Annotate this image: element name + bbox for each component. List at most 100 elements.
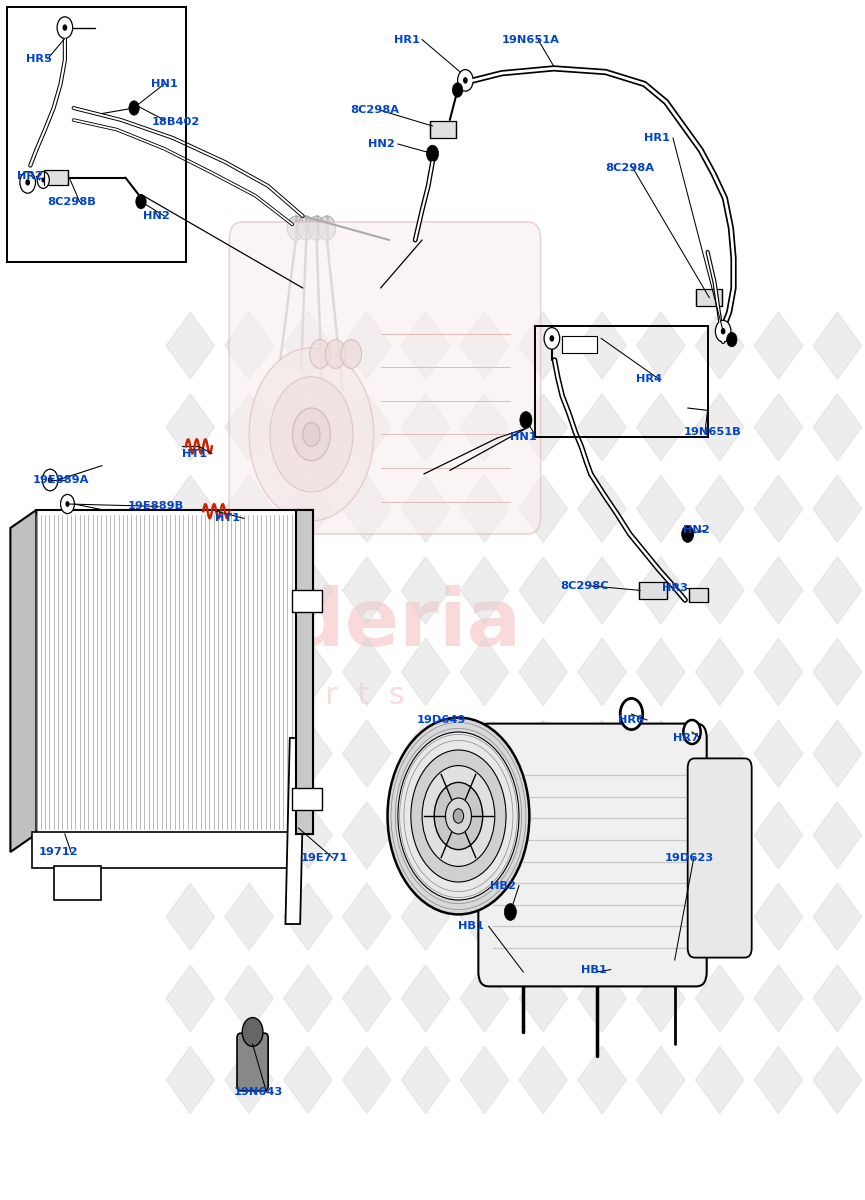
Polygon shape: [284, 965, 332, 1032]
Polygon shape: [519, 883, 567, 950]
Text: 18B402: 18B402: [151, 118, 200, 127]
Polygon shape: [637, 720, 685, 787]
Polygon shape: [695, 638, 744, 706]
Polygon shape: [578, 557, 626, 624]
Text: HR3: HR3: [662, 583, 688, 593]
Polygon shape: [166, 638, 215, 706]
Polygon shape: [519, 394, 567, 461]
Polygon shape: [401, 720, 450, 787]
Circle shape: [544, 328, 560, 349]
Text: 19N643: 19N643: [234, 1087, 283, 1097]
Circle shape: [411, 750, 506, 882]
Polygon shape: [519, 475, 567, 542]
Polygon shape: [754, 312, 803, 379]
Circle shape: [426, 145, 439, 162]
Polygon shape: [695, 312, 744, 379]
Text: 19D649: 19D649: [417, 715, 466, 725]
FancyBboxPatch shape: [237, 1033, 268, 1091]
Polygon shape: [343, 557, 391, 624]
Text: HT1: HT1: [182, 449, 207, 458]
Circle shape: [298, 216, 315, 240]
Polygon shape: [695, 475, 744, 542]
Text: 8C298B: 8C298B: [48, 197, 97, 206]
Text: 19E889A: 19E889A: [33, 475, 89, 485]
Bar: [44, 170, 68, 185]
Text: 19D623: 19D623: [664, 853, 714, 863]
Polygon shape: [284, 1046, 332, 1114]
Text: 19E889B: 19E889B: [128, 502, 184, 511]
Circle shape: [25, 179, 30, 186]
Circle shape: [37, 172, 49, 188]
Polygon shape: [519, 312, 567, 379]
Polygon shape: [225, 638, 273, 706]
Polygon shape: [460, 557, 509, 624]
Polygon shape: [401, 312, 450, 379]
Polygon shape: [813, 1046, 862, 1114]
Polygon shape: [578, 883, 626, 950]
Polygon shape: [578, 475, 626, 542]
Text: HR1: HR1: [644, 133, 670, 143]
Polygon shape: [578, 802, 626, 869]
Bar: [535, 326, 708, 437]
Text: 8C298A: 8C298A: [350, 106, 400, 115]
Circle shape: [620, 698, 643, 730]
Polygon shape: [695, 1046, 744, 1114]
Polygon shape: [225, 883, 273, 950]
Polygon shape: [343, 394, 391, 461]
Circle shape: [136, 194, 146, 209]
Polygon shape: [695, 394, 744, 461]
Text: HB1: HB1: [581, 965, 607, 974]
Polygon shape: [225, 475, 273, 542]
Circle shape: [20, 172, 35, 193]
Circle shape: [66, 502, 69, 506]
Bar: [562, 336, 597, 353]
Text: a  r  t  s: a r t s: [287, 682, 405, 710]
Text: HR2: HR2: [17, 172, 43, 181]
Text: HR4: HR4: [636, 374, 662, 384]
Polygon shape: [813, 475, 862, 542]
Polygon shape: [813, 720, 862, 787]
Polygon shape: [225, 557, 273, 624]
Text: HB1: HB1: [458, 922, 484, 931]
Polygon shape: [225, 720, 273, 787]
FancyBboxPatch shape: [688, 758, 752, 958]
Circle shape: [318, 216, 336, 240]
Polygon shape: [695, 720, 744, 787]
Polygon shape: [225, 394, 273, 461]
Polygon shape: [284, 802, 332, 869]
Polygon shape: [166, 557, 215, 624]
Polygon shape: [401, 475, 450, 542]
Polygon shape: [343, 1046, 391, 1114]
Polygon shape: [813, 883, 862, 950]
Polygon shape: [166, 394, 215, 461]
Bar: [7, 7, 186, 262]
Polygon shape: [813, 802, 862, 869]
Circle shape: [270, 377, 353, 492]
Polygon shape: [225, 1046, 273, 1114]
Polygon shape: [343, 720, 391, 787]
Polygon shape: [343, 475, 391, 542]
Circle shape: [520, 412, 532, 428]
Text: HN2: HN2: [143, 211, 170, 221]
Polygon shape: [225, 965, 273, 1032]
Text: 19N651B: 19N651B: [683, 427, 741, 437]
Polygon shape: [754, 883, 803, 950]
Polygon shape: [578, 638, 626, 706]
Polygon shape: [637, 557, 685, 624]
Polygon shape: [813, 557, 862, 624]
Circle shape: [458, 70, 473, 91]
Polygon shape: [401, 638, 450, 706]
Polygon shape: [754, 475, 803, 542]
Polygon shape: [284, 557, 332, 624]
Polygon shape: [519, 1046, 567, 1114]
Circle shape: [721, 328, 726, 335]
Polygon shape: [695, 883, 744, 950]
Text: 19E771: 19E771: [301, 853, 349, 863]
Polygon shape: [637, 312, 685, 379]
Polygon shape: [10, 510, 36, 852]
Bar: [292, 788, 322, 810]
Circle shape: [48, 476, 53, 484]
Polygon shape: [166, 475, 215, 542]
Polygon shape: [519, 638, 567, 706]
Text: HN2: HN2: [368, 139, 394, 149]
